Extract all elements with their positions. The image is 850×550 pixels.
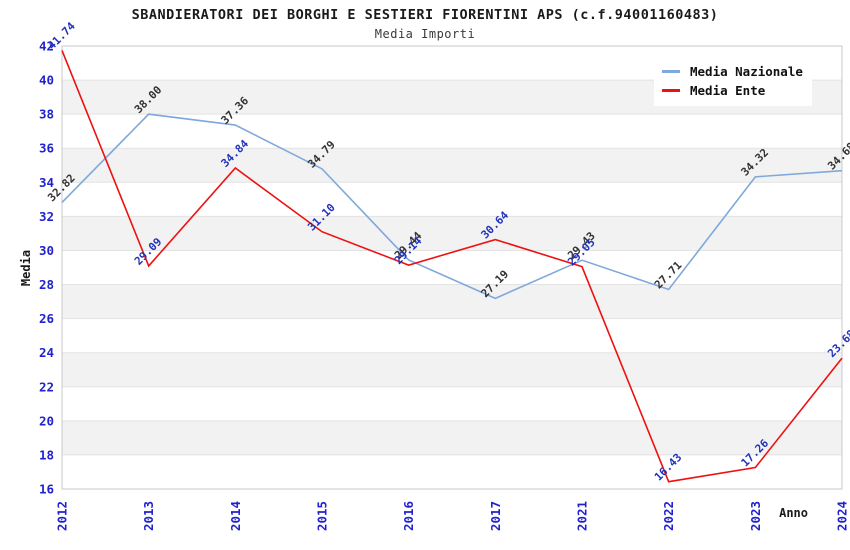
- chart-title: SBANDIERATORI DEI BORGHI E SESTIERI FIOR…: [131, 7, 719, 23]
- y-tick-label: 24: [39, 345, 54, 360]
- legend: Media Nazionale Media Ente: [654, 57, 812, 106]
- x-tick-label: 2022: [661, 501, 676, 531]
- x-tick-label: 2015: [315, 501, 330, 531]
- x-tick-label: 2012: [55, 501, 70, 531]
- x-tick-label: 2017: [488, 501, 503, 531]
- x-tick-label: 2021: [575, 501, 590, 531]
- x-axis-title: Anno: [779, 506, 808, 520]
- line-media-nazionale: [61, 113, 843, 300]
- y-tick-label: 36: [39, 141, 54, 156]
- chart-subtitle: Media Importi: [374, 27, 476, 41]
- y-axis-title: Media: [19, 250, 33, 286]
- plot-band: [62, 352, 842, 387]
- legend-swatch-media-ente: [662, 89, 680, 92]
- x-tick-label: 2016: [401, 501, 416, 531]
- line-media-ente: [61, 50, 843, 483]
- legend-item-media-ente: Media Ente: [662, 81, 804, 100]
- plot-band: [62, 284, 842, 319]
- plot-band: [62, 420, 842, 455]
- y-tick-label: 38: [39, 107, 54, 122]
- plot-band: [62, 216, 842, 251]
- y-tick-label: 28: [39, 277, 54, 292]
- data-label-media-ente: 23.68: [825, 327, 850, 360]
- legend-label-media-nazionale: Media Nazionale: [690, 64, 803, 79]
- y-tick-label: 40: [39, 73, 54, 88]
- plot-border: [61, 45, 843, 490]
- y-tick-label: 42: [39, 39, 54, 54]
- y-tick-label: 30: [39, 243, 54, 258]
- x-tick-label: 2024: [835, 501, 850, 531]
- y-tick-label: 34: [39, 175, 54, 190]
- y-tick-label: 26: [39, 311, 54, 326]
- y-tick-label: 20: [39, 413, 54, 428]
- legend-swatch-media-nazionale: [662, 70, 680, 73]
- plot-band: [62, 148, 842, 183]
- y-tick-label: 16: [39, 482, 54, 497]
- legend-label-media-ente: Media Ente: [690, 83, 766, 98]
- x-tick-label: 2014: [228, 501, 243, 531]
- y-tick-label: 18: [39, 447, 54, 462]
- x-tick-label: 2013: [141, 501, 156, 531]
- y-tick-label: 32: [39, 209, 54, 224]
- x-tick-label: 2023: [748, 501, 763, 531]
- y-tick-label: 22: [39, 379, 54, 394]
- legend-item-media-nazionale: Media Nazionale: [662, 62, 804, 81]
